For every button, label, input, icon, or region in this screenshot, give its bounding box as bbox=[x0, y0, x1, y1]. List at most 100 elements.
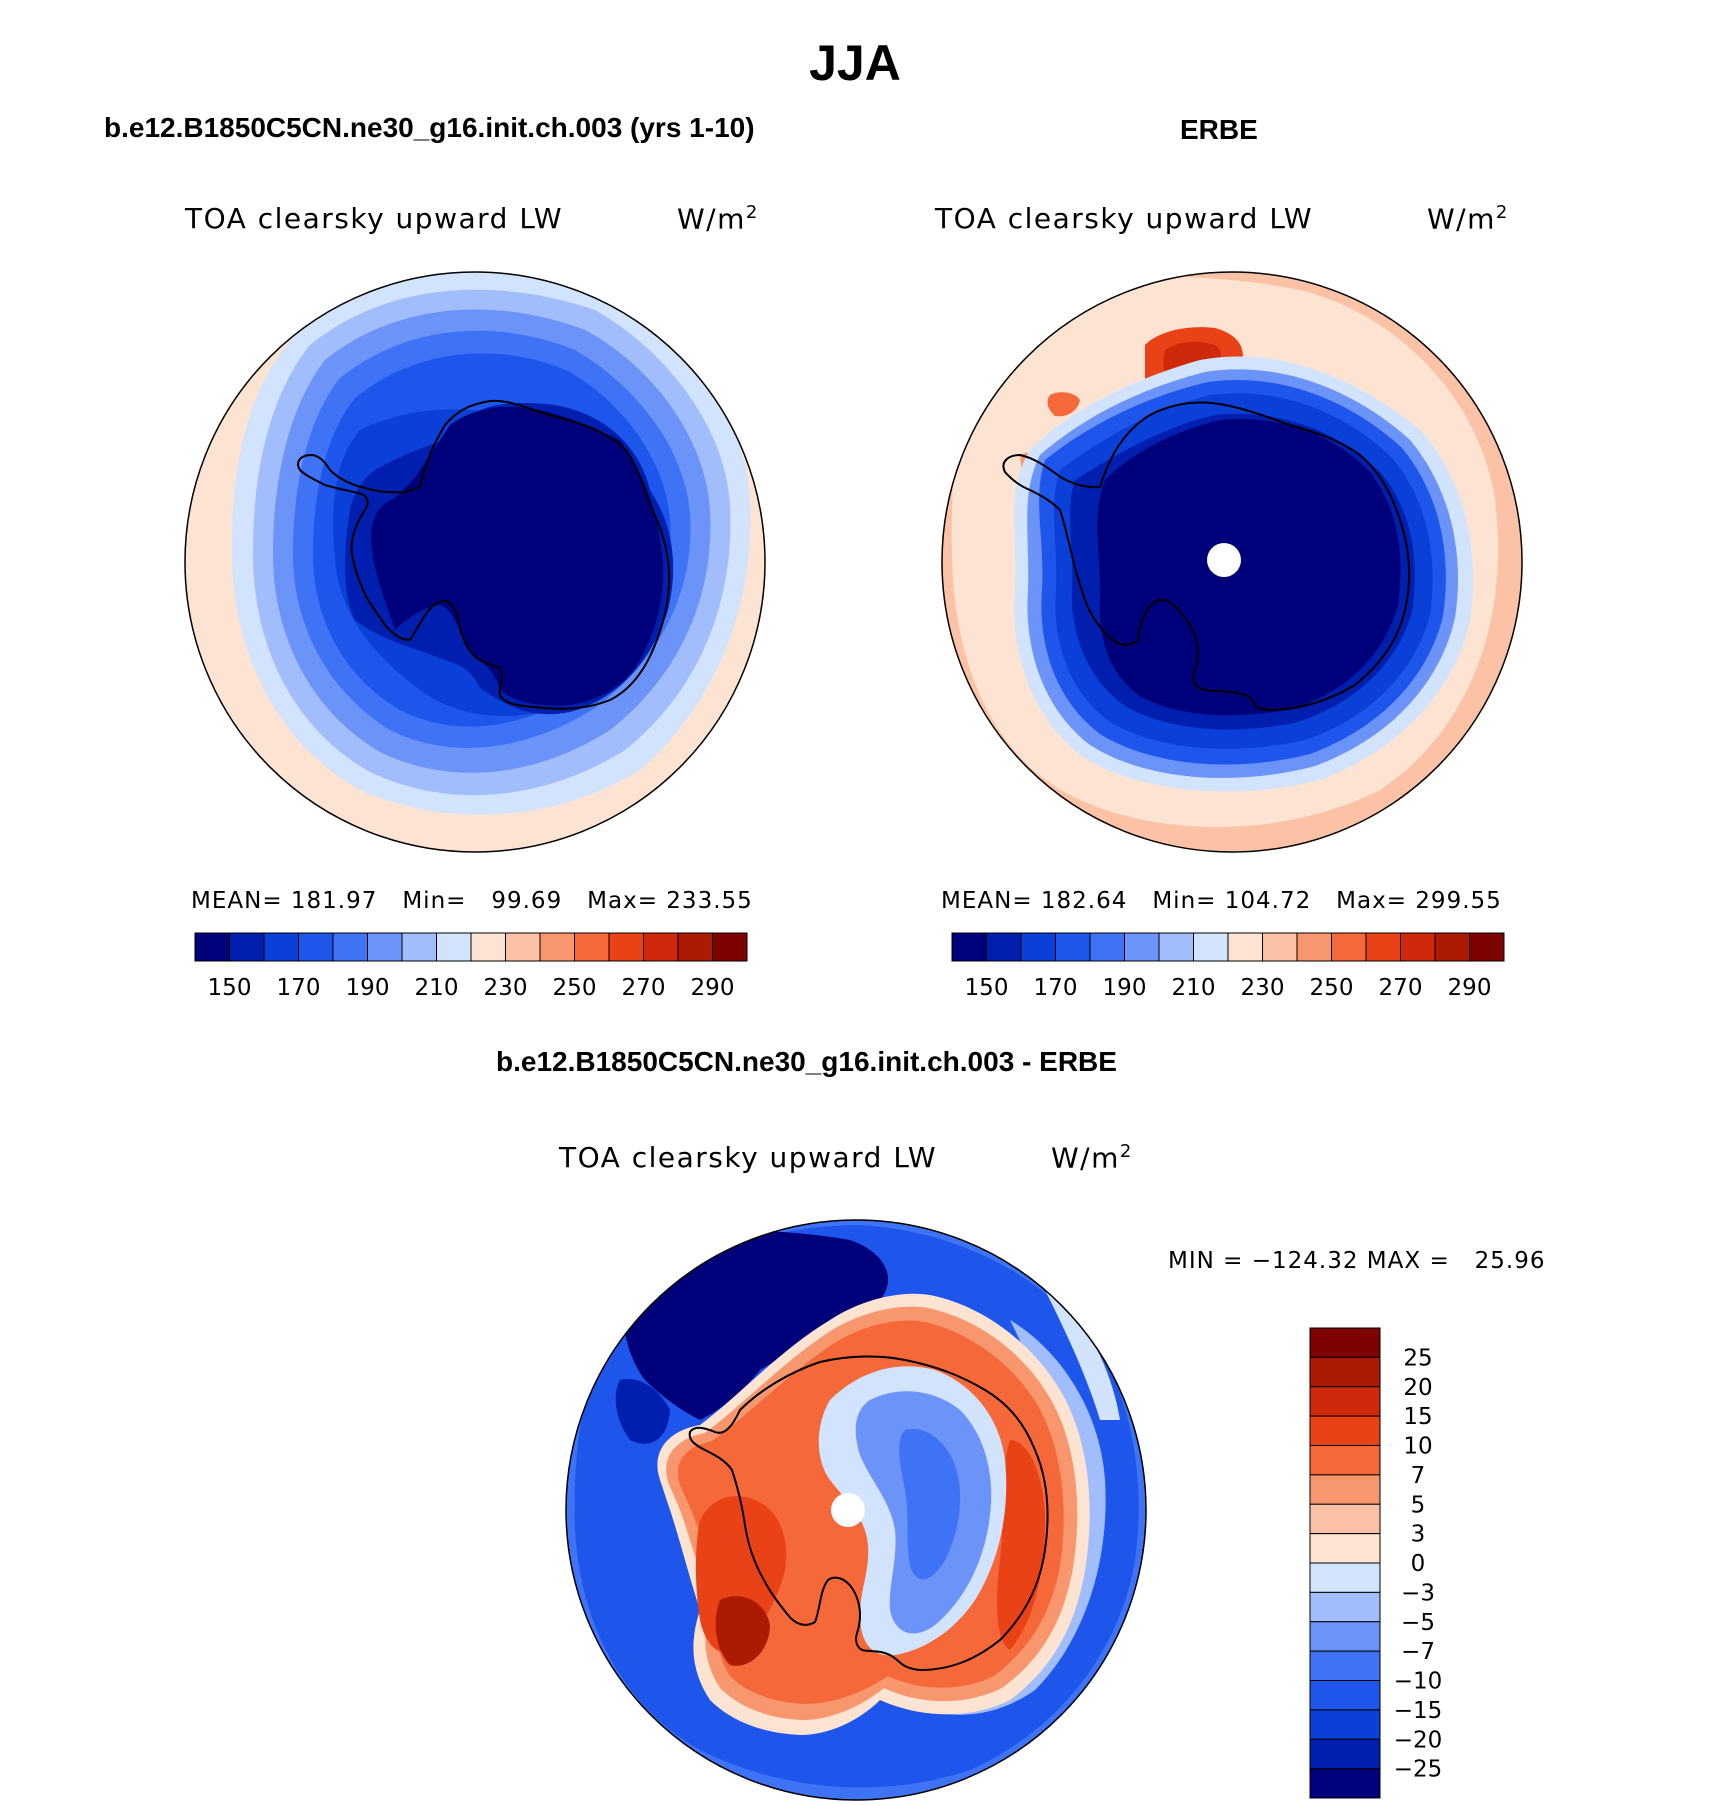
model-colorbar-swatch bbox=[574, 932, 610, 962]
model-max-label: Max= bbox=[587, 888, 658, 914]
obs-colorbar-swatch bbox=[1469, 932, 1505, 962]
obs-colorbar-swatch bbox=[1434, 932, 1470, 962]
model-colorbar-swatch bbox=[643, 932, 679, 962]
model-colorbar-tick-label: 230 bbox=[484, 975, 528, 1001]
diff-colorbar-tick-label: 20 bbox=[1403, 1375, 1432, 1401]
model-colorbar-tick-label: 170 bbox=[277, 975, 321, 1001]
model-colorbar-swatch bbox=[401, 932, 437, 962]
obs-panel-title: ERBE bbox=[1180, 114, 1258, 145]
diff-max-value: 25.96 bbox=[1474, 1248, 1546, 1274]
obs-colorbar-tick-label: 210 bbox=[1172, 975, 1216, 1001]
model-colorbar: 150 170 190 210 230 250 270 290 bbox=[194, 932, 748, 1001]
diff-variable-label: TOA clearsky upward LW bbox=[559, 1141, 938, 1174]
obs-colorbar-swatch bbox=[1124, 932, 1160, 962]
diff-units-text: W/m bbox=[1051, 1141, 1120, 1175]
obs-colorbar-tick-label: 270 bbox=[1379, 975, 1423, 1001]
model-units-label: W/m2 bbox=[677, 202, 759, 235]
obs-mean-label: MEAN= bbox=[941, 888, 1033, 914]
diff-colorbar-swatch bbox=[1309, 1356, 1381, 1388]
diff-units-exponent: 2 bbox=[1119, 1141, 1133, 1162]
obs-stats: MEAN= 182.64 Min= 104.72 Max= 299.55 bbox=[941, 888, 1502, 914]
model-colorbar-swatch bbox=[367, 932, 403, 962]
obs-min-value: 104.72 bbox=[1224, 888, 1312, 914]
obs-colorbar-tick-label: 150 bbox=[965, 975, 1009, 1001]
obs-max-label: Max= bbox=[1336, 888, 1407, 914]
diff-colorbar: 25 20 15 10 7 5 3 0 −3 −5 −7 −10 −15 −20 −25 bbox=[1309, 1327, 1443, 1799]
diff-colorbar-tick-label: 5 bbox=[1411, 1492, 1426, 1518]
diff-colorbar-swatch bbox=[1309, 1533, 1381, 1564]
model-mean-label: MEAN= bbox=[191, 888, 283, 914]
obs-variable-label: TOA clearsky upward LW bbox=[935, 202, 1314, 235]
obs-colorbar-swatch bbox=[1158, 932, 1194, 962]
obs-colorbar-swatch bbox=[1331, 932, 1367, 962]
model-colorbar-swatch bbox=[539, 932, 575, 962]
model-colorbar-tick-label: 150 bbox=[208, 975, 252, 1001]
model-mean-value: 181.97 bbox=[290, 888, 378, 914]
obs-colorbar-swatch bbox=[1365, 932, 1401, 962]
obs-colorbar-swatch bbox=[951, 932, 987, 962]
model-colorbar-swatch bbox=[263, 932, 299, 962]
model-min-label: Min= bbox=[402, 888, 467, 914]
model-coastline bbox=[297, 399, 671, 710]
model-colorbar-swatch bbox=[470, 932, 506, 962]
obs-mean-value: 182.64 bbox=[1040, 888, 1128, 914]
obs-colorbar-tick-label: 230 bbox=[1241, 975, 1285, 1001]
diff-panel-title: b.e12.B1850C5CN.ne30_g16.init.ch.003 - E… bbox=[496, 1046, 1117, 1077]
obs-units-exponent: 2 bbox=[1495, 202, 1509, 223]
diff-min-label: MIN = bbox=[1168, 1248, 1244, 1274]
obs-colorbar-swatch bbox=[1193, 932, 1229, 962]
diff-colorbar-tick-label: 0 bbox=[1411, 1551, 1426, 1577]
diff-colorbar-tick-label: 15 bbox=[1403, 1404, 1432, 1430]
model-contour-fill bbox=[185, 272, 765, 852]
obs-polar-map bbox=[941, 271, 1523, 853]
diff-max-label: MAX = bbox=[1366, 1248, 1450, 1274]
obs-units-text: W/m bbox=[1427, 202, 1496, 236]
diff-colorbar-swatch bbox=[1309, 1768, 1381, 1799]
model-colorbar-swatch bbox=[608, 932, 644, 962]
diff-colorbar-swatch bbox=[1309, 1709, 1381, 1740]
diff-colorbar-swatch bbox=[1309, 1445, 1381, 1476]
diff-colorbar-tick-label: 7 bbox=[1411, 1463, 1426, 1489]
obs-colorbar-swatch bbox=[1055, 932, 1091, 962]
obs-colorbar-tick-label: 290 bbox=[1448, 975, 1492, 1001]
diff-colorbar-swatch bbox=[1309, 1562, 1381, 1593]
obs-colorbar-swatch bbox=[1296, 932, 1332, 962]
model-units-exponent: 2 bbox=[745, 202, 759, 223]
model-colorbar-tick-label: 270 bbox=[622, 975, 666, 1001]
diff-colorbar-swatch bbox=[1309, 1680, 1381, 1711]
obs-colorbar-tick-label: 190 bbox=[1103, 975, 1147, 1001]
obs-colorbar-tick-label: 250 bbox=[1310, 975, 1354, 1001]
model-colorbar-tick-label: 290 bbox=[691, 975, 735, 1001]
model-colorbar-swatch bbox=[194, 932, 230, 962]
diff-colorbar-tick-label: −15 bbox=[1394, 1698, 1443, 1724]
model-colorbar-swatch bbox=[332, 932, 368, 962]
figure-title: JJA bbox=[809, 35, 901, 91]
diff-coastline bbox=[688, 1355, 1049, 1672]
diff-colorbar-swatch bbox=[1309, 1621, 1381, 1652]
diff-colorbar-tick-label: −10 bbox=[1394, 1669, 1443, 1695]
diff-polar-map bbox=[565, 1219, 1147, 1801]
obs-min-label: Min= bbox=[1152, 888, 1217, 914]
model-variable-label: TOA clearsky upward LW bbox=[185, 202, 564, 235]
model-units-text: W/m bbox=[677, 202, 746, 236]
model-colorbar-tick-label: 190 bbox=[346, 975, 390, 1001]
model-min-value: 99.69 bbox=[491, 888, 563, 914]
obs-units-label: W/m2 bbox=[1427, 202, 1509, 235]
diff-colorbar-swatch bbox=[1309, 1474, 1381, 1505]
obs-colorbar-tick-label: 170 bbox=[1034, 975, 1078, 1001]
obs-colorbar-swatch bbox=[1262, 932, 1298, 962]
model-colorbar-swatch bbox=[712, 932, 748, 962]
diff-units-label: W/m2 bbox=[1051, 1141, 1133, 1174]
diff-pole-mask bbox=[831, 1493, 865, 1527]
obs-colorbar-swatch bbox=[1089, 932, 1125, 962]
model-colorbar-tick-label: 250 bbox=[553, 975, 597, 1001]
model-polar-map bbox=[184, 271, 766, 853]
diff-colorbar-swatch bbox=[1309, 1738, 1381, 1770]
obs-colorbar-swatch bbox=[1227, 932, 1263, 962]
diff-colorbar-tick-label: −25 bbox=[1394, 1757, 1443, 1783]
diff-colorbar-tick-label: 25 bbox=[1403, 1345, 1432, 1371]
diff-colorbar-swatch bbox=[1309, 1503, 1381, 1535]
obs-colorbar-swatch bbox=[986, 932, 1022, 962]
diff-colorbar-tick-label: −20 bbox=[1394, 1727, 1443, 1753]
